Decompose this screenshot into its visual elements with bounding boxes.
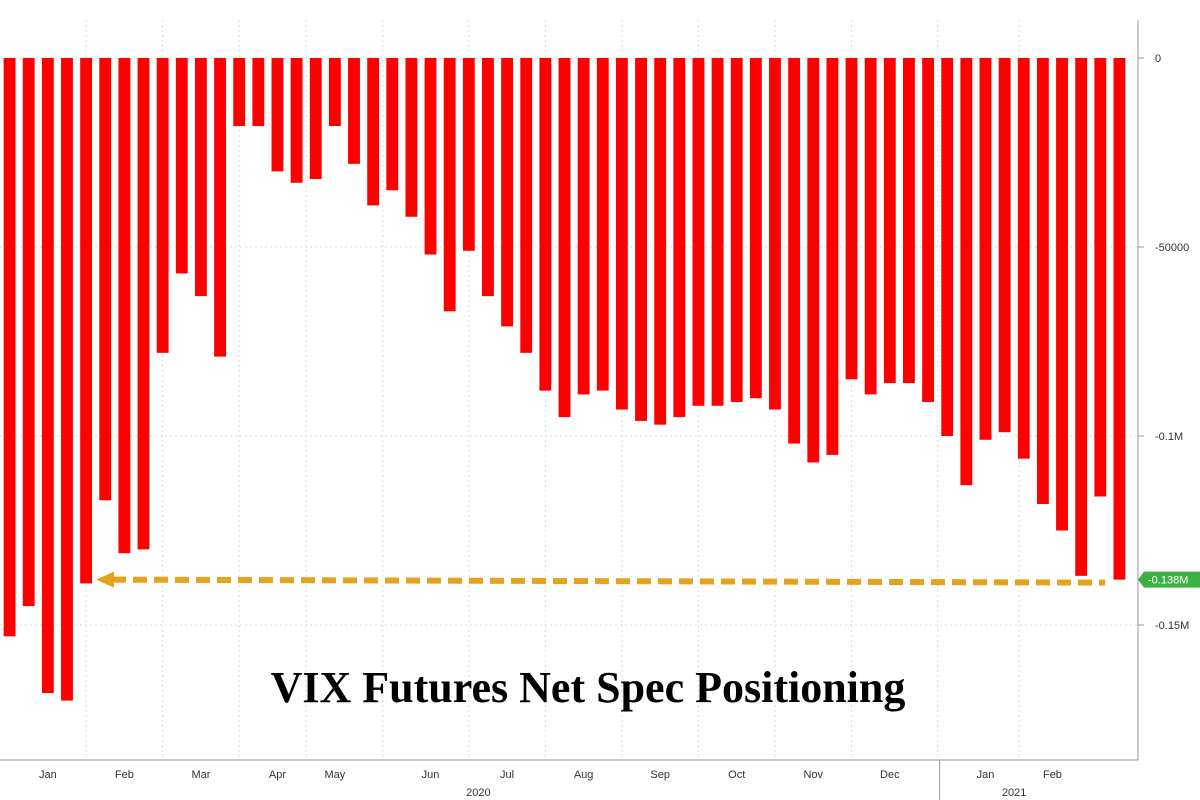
bar — [673, 58, 686, 418]
bar — [99, 58, 112, 501]
bar — [233, 58, 246, 127]
axes: 0 -50000 -0.1M -0.15M -0.138M Jan Feb Mar Apr May… — [0, 20, 1200, 800]
bar — [769, 58, 781, 410]
x-year-label: 2021 — [1002, 787, 1026, 799]
bar — [520, 58, 533, 353]
y-tick-label: -0.15M — [1155, 620, 1189, 632]
x-month-label: Aug — [574, 769, 594, 781]
x-month-label: Jun — [422, 769, 440, 781]
x-year-label: 2020 — [466, 787, 490, 799]
bar — [405, 58, 418, 217]
bar — [214, 58, 226, 357]
reference-line-group — [96, 571, 1106, 588]
bar — [386, 58, 399, 191]
bar — [1094, 58, 1107, 497]
bar — [348, 58, 360, 164]
bar — [1075, 58, 1088, 576]
bar — [826, 58, 839, 455]
bar — [615, 58, 628, 410]
bar — [788, 58, 801, 444]
bar — [596, 58, 609, 391]
bar — [22, 58, 35, 607]
x-month-label: Mar — [191, 769, 210, 781]
bar — [922, 58, 935, 402]
y-tick-label: 0 — [1155, 53, 1161, 65]
bar — [61, 58, 73, 701]
bar — [883, 58, 896, 384]
bar — [501, 58, 514, 327]
bar — [749, 58, 762, 399]
x-month-label: May — [324, 769, 345, 781]
bar — [290, 58, 303, 183]
bar — [635, 58, 647, 421]
x-month-label: Nov — [803, 769, 823, 781]
chart-title: VIX Futures Net Spec Positioning — [271, 663, 906, 712]
bar — [309, 58, 322, 179]
bar — [443, 58, 456, 312]
reference-value-badge — [1138, 571, 1200, 588]
bar — [730, 58, 743, 402]
bar — [3, 58, 16, 637]
bar — [903, 58, 915, 384]
bar — [1056, 58, 1068, 531]
bar — [577, 58, 590, 395]
bar — [252, 58, 265, 127]
x-month-label: Dec — [880, 769, 900, 781]
bar — [41, 58, 54, 694]
x-month-label: Jul — [500, 769, 514, 781]
x-month-label: Jan — [977, 769, 995, 781]
bar — [979, 58, 992, 440]
bar — [998, 58, 1011, 433]
y-tick-label: -50000 — [1155, 242, 1189, 254]
reference-value-label: -0.138M — [1148, 575, 1188, 587]
reference-dashed-line — [111, 576, 1106, 586]
y-tick-label: -0.1M — [1155, 431, 1183, 443]
x-month-label: Jan — [39, 769, 57, 781]
bar — [1017, 58, 1030, 459]
bar — [845, 58, 858, 380]
bar — [1113, 58, 1126, 580]
bar — [175, 58, 188, 274]
bar — [482, 58, 494, 297]
bar — [462, 58, 475, 251]
bar — [711, 58, 724, 406]
x-month-label: Sep — [650, 769, 670, 781]
x-month-label: Oct — [728, 769, 745, 781]
bar — [539, 58, 552, 391]
bar — [864, 58, 877, 395]
x-month-label: Feb — [115, 769, 134, 781]
bar — [156, 58, 169, 353]
reference-arrow-head — [96, 571, 114, 588]
bar-series — [3, 58, 1126, 701]
x-month-label: Apr — [269, 769, 286, 781]
bar — [367, 58, 380, 206]
bar — [558, 58, 571, 418]
bar — [654, 58, 667, 425]
bar — [960, 58, 973, 486]
bar — [194, 58, 207, 297]
bar — [80, 58, 93, 584]
x-month-label: Feb — [1043, 769, 1062, 781]
bar — [1036, 58, 1049, 505]
bar — [118, 58, 131, 554]
bar — [137, 58, 150, 550]
bar — [941, 58, 954, 436]
bar — [692, 58, 705, 406]
bar — [271, 58, 284, 172]
bar — [424, 58, 437, 255]
bar — [328, 58, 341, 127]
bar — [807, 58, 820, 463]
